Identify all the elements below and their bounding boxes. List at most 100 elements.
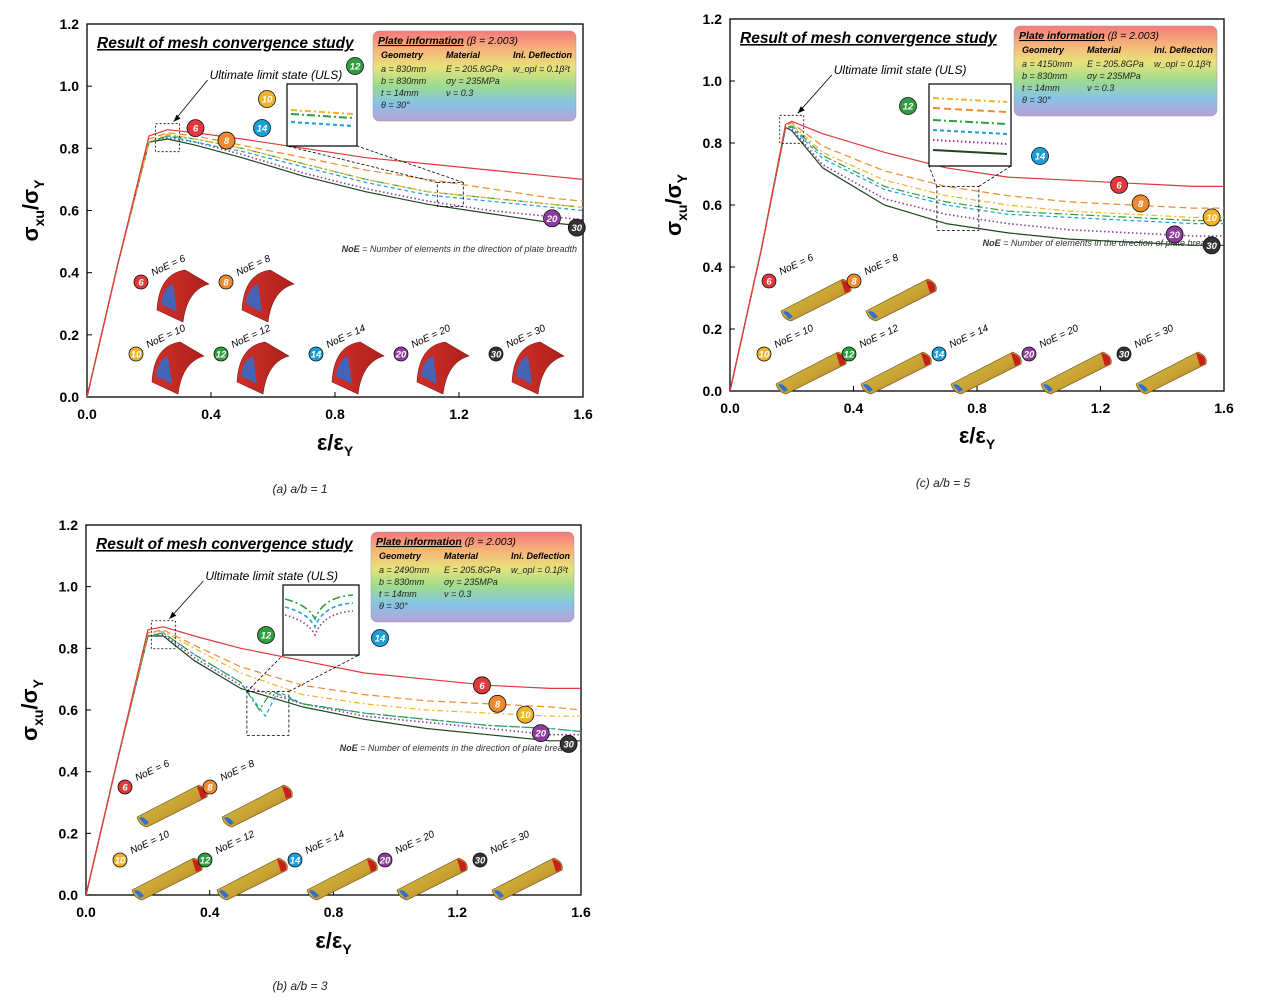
mesh-badge-12: 12 <box>841 346 857 362</box>
badge-number: 12 <box>261 631 272 642</box>
y-tick-label: 0.0 <box>60 389 80 405</box>
noe-note: NoE = Number of elements in the directio… <box>983 238 1218 248</box>
mesh-badge-20: 20 <box>377 852 393 868</box>
mesh-plate-shape <box>775 351 847 395</box>
uls-label: Ultimate limit state (ULS) <box>834 63 967 77</box>
mesh-plate-shape <box>860 351 932 395</box>
badge-number: 14 <box>290 856 301 867</box>
x-tick-label: 1.2 <box>449 406 469 422</box>
mesh-plate-shape <box>216 857 288 901</box>
mesh-plate-shape <box>1135 351 1207 395</box>
x-tick-label: 1.2 <box>448 904 468 920</box>
info-cell: b = 830mm <box>381 76 427 86</box>
series-line-noe-6 <box>87 129 583 397</box>
mesh-thumbnail-noe-8: 8 NoE = 8 <box>202 758 293 828</box>
info-cell: θ = 30° <box>1022 95 1051 105</box>
y-tick-label: 0.4 <box>60 265 80 281</box>
info-col-header: Ini. Deflection <box>513 50 573 60</box>
badge-circle <box>393 346 409 362</box>
mesh-plate-edge <box>277 859 287 872</box>
zoom-guide-line <box>286 145 438 183</box>
badge-number: 8 <box>207 783 213 794</box>
mesh-plate-shape <box>221 784 293 828</box>
mesh-plate-highlight <box>778 384 788 392</box>
mesh-label: NoE = 10 <box>129 829 172 857</box>
noe-note: NoE = Number of elements in the directio… <box>340 743 575 753</box>
y-axis-label: σxu/σY <box>18 179 47 242</box>
x-tick-label: 0.0 <box>720 400 740 416</box>
badge-circle <box>841 346 857 362</box>
mesh-plate-shape <box>491 857 563 901</box>
mesh-plate-shape <box>306 857 378 901</box>
mesh-badge-10: 10 <box>258 90 276 108</box>
inset-line-noe-14 <box>290 121 354 127</box>
mesh-label: NoE = 12 <box>858 323 901 351</box>
inset-line-noe-12 <box>290 113 354 119</box>
badge-number: 10 <box>520 710 531 721</box>
series-line-noe-6 <box>86 626 581 895</box>
badge-circle <box>258 90 276 108</box>
series-line-noe-8 <box>87 132 583 397</box>
info-cell: E = 205.8GPa <box>446 64 503 74</box>
mesh-badge-10: 10 <box>756 346 772 362</box>
mesh-plate-highlight <box>399 890 409 898</box>
chart-title: Result of mesh convergence study <box>740 30 998 47</box>
x-tick-label: 0.0 <box>77 406 97 422</box>
mesh-plate-highlight <box>421 356 437 384</box>
inset-line-noe-20 <box>932 139 1008 145</box>
badge-circle <box>217 131 236 150</box>
series-line-noe-12 <box>86 632 581 895</box>
uls-marker-box <box>155 123 181 153</box>
badge-circle <box>1165 225 1184 244</box>
zoom-inset <box>282 584 360 656</box>
mesh-badge-6: 6 <box>186 119 205 138</box>
inset-line-noe-30 <box>932 149 1008 155</box>
mesh-badge-14: 14 <box>287 852 303 868</box>
uls-marker-box <box>150 620 176 650</box>
mesh-plate-highlight <box>336 356 352 384</box>
series-line-noe-10 <box>87 133 583 397</box>
info-col-header: Ini. Deflection <box>1154 45 1214 55</box>
mesh-plate-shape <box>136 784 208 828</box>
series-group <box>730 120 1224 391</box>
mesh-badge-8: 8 <box>488 694 507 713</box>
mesh-plate-highlight <box>161 284 177 312</box>
mesh-badge-12: 12 <box>197 852 213 868</box>
badge-circle <box>899 97 917 115</box>
info-cell: a = 4150mm <box>1022 59 1073 69</box>
info-cell: ν = 0.3 <box>444 589 471 599</box>
x-tick-label: 0.0 <box>76 904 96 920</box>
badge-number: 20 <box>379 856 391 867</box>
badge-circle <box>1202 236 1221 255</box>
badge-circle <box>128 346 144 362</box>
mesh-badge-30: 30 <box>1116 346 1132 362</box>
y-tick-label: 1.0 <box>60 78 80 94</box>
inset-line-noe-12 <box>284 594 354 622</box>
series-group <box>87 129 583 397</box>
y-axis-label: σxu/σY <box>661 173 690 236</box>
badge-number: 20 <box>534 729 546 740</box>
mesh-badge-10: 10 <box>112 852 128 868</box>
mesh-badge-12: 12 <box>346 57 364 75</box>
info-col-header: Material <box>444 551 479 561</box>
inset-line-noe-10 <box>290 109 354 115</box>
mesh-badge-6: 6 <box>117 779 133 795</box>
inset-line-noe-20 <box>284 610 354 638</box>
mesh-plate-shape <box>236 341 290 395</box>
mesh-plate-shape <box>331 341 385 395</box>
badge-circle <box>931 346 947 362</box>
badge-number: 30 <box>563 739 574 750</box>
badge-circle <box>257 626 275 644</box>
y-tick-label: 1.2 <box>60 16 80 32</box>
badge-number: 6 <box>479 681 485 692</box>
badge-number: 14 <box>375 634 386 645</box>
mesh-plate-highlight <box>219 890 229 898</box>
